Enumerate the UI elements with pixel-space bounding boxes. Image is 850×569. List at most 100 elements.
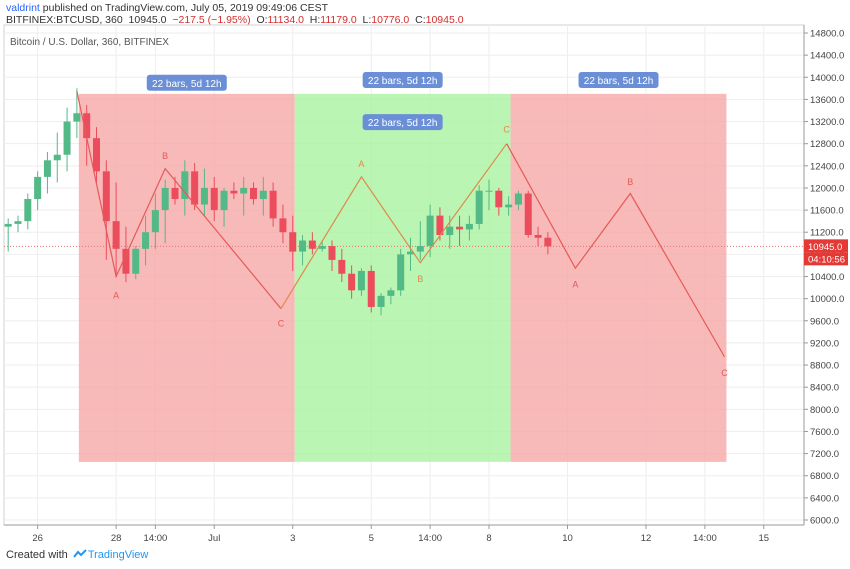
candle-body xyxy=(4,223,12,227)
wave-3-label-b: B xyxy=(627,177,633,187)
candle-body xyxy=(357,270,365,291)
candle-body xyxy=(348,273,356,291)
author-link[interactable]: valdrint xyxy=(6,2,40,14)
x-tick-label: 8 xyxy=(486,533,491,544)
zone-label-text: 22 bars, 5d 12h xyxy=(368,76,438,87)
candle-body xyxy=(485,190,493,192)
candle xyxy=(465,215,473,241)
l-label: L: xyxy=(362,14,372,26)
candle xyxy=(357,268,365,296)
wave-3-label-a: A xyxy=(572,280,578,290)
candle xyxy=(524,190,532,238)
candle-body xyxy=(122,248,130,274)
y-tick-label: 14400.0 xyxy=(810,51,844,62)
candle-body xyxy=(524,193,532,235)
candle xyxy=(102,160,110,260)
tradingview-logo-icon xyxy=(73,549,87,558)
candle-body xyxy=(63,121,71,155)
wave-2-label-a: A xyxy=(358,159,364,169)
y-tick-label: 13600.0 xyxy=(810,95,844,106)
candle xyxy=(34,171,42,211)
candle-body xyxy=(53,154,61,161)
y-tick-label: 11600.0 xyxy=(810,206,844,217)
candle-body xyxy=(544,237,552,247)
y-tick-label: 7200.0 xyxy=(810,449,839,460)
time-zones xyxy=(78,93,727,462)
candle-body xyxy=(24,199,32,222)
y-tick-label: 13200.0 xyxy=(810,117,844,128)
candle xyxy=(377,293,385,316)
last-price-text: 10945.0 xyxy=(128,14,167,26)
x-tick-label: 3 xyxy=(290,533,295,544)
y-axis[interactable]: 6000.0 6400.0 6800.0 7200.0 7600.0 8000.0 8400… xyxy=(803,25,848,527)
y-tick-label: 8400.0 xyxy=(810,383,839,394)
candle-body xyxy=(514,193,522,205)
x-tick-label: Jul xyxy=(208,533,220,544)
candle-body xyxy=(171,187,179,200)
candle-body xyxy=(387,290,395,296)
candle xyxy=(387,287,395,305)
change-text: −217.5 (−1.95%) xyxy=(172,14,251,26)
x-tick-label: 28 xyxy=(111,533,122,544)
candle-body xyxy=(14,221,22,224)
candle-body xyxy=(112,221,120,249)
candle xyxy=(308,232,316,255)
zone-label-4: 22 bars, 5d 12h xyxy=(578,72,659,89)
h-label: H: xyxy=(309,14,321,26)
candle xyxy=(269,182,277,227)
y-tick-label: 6000.0 xyxy=(810,516,839,527)
candle-body xyxy=(416,246,424,252)
candle xyxy=(259,176,267,216)
candle-body xyxy=(269,190,277,219)
candle-body xyxy=(43,160,51,177)
wave-projections: A B C A B C A B C xyxy=(76,90,728,378)
y-tick-label: 6800.0 xyxy=(810,471,839,482)
candle-body xyxy=(191,171,199,205)
candle-body xyxy=(200,187,208,205)
x-tick-label: 14:00 xyxy=(693,533,717,544)
candle-body xyxy=(456,226,464,230)
candle xyxy=(407,237,414,271)
candle-body xyxy=(279,218,287,233)
wave-3-line xyxy=(506,143,726,358)
ohlc-line: BITFINEX:BTCUSD, 360 10945.0 −217.5 (−1.… xyxy=(6,14,464,26)
zone-label-2: 22 bars, 5d 12h xyxy=(362,72,443,89)
candle xyxy=(43,151,51,194)
candle xyxy=(230,182,238,200)
candle xyxy=(14,215,22,233)
y-tick-label: 14800.0 xyxy=(810,29,844,40)
candle xyxy=(220,187,228,227)
candle-body xyxy=(318,246,326,249)
candle-body xyxy=(397,254,405,291)
candle xyxy=(73,88,81,139)
candle-body xyxy=(308,240,316,249)
candle-body xyxy=(83,113,91,139)
y-tick-label: 12800.0 xyxy=(810,139,844,150)
candle xyxy=(475,185,483,230)
chart-title: Bitcoin / U.S. Dollar, 360, BITFINEX xyxy=(10,37,169,48)
y-tick-label: 10000.0 xyxy=(810,294,844,305)
candle xyxy=(250,182,257,205)
x-tick-label: 5 xyxy=(369,533,374,544)
zone-labels: 22 bars, 5d 12h 22 bars, 5d 12h 22 bars, 5… xyxy=(146,72,659,131)
candle xyxy=(514,190,522,211)
tradingview-link[interactable]: TradingView xyxy=(87,549,149,561)
candle-body xyxy=(338,259,346,274)
y-tick-label: 11200.0 xyxy=(810,228,844,239)
candle-body xyxy=(495,190,503,208)
o-label: O: xyxy=(256,14,268,26)
candle xyxy=(289,215,297,271)
x-axis[interactable]: 26 28 14:00 Jul 3 5 14:00 8 10 12 14:00 15 xyxy=(4,524,804,544)
publish-line: valdrint published on TradingView.com, J… xyxy=(6,2,328,14)
candle xyxy=(416,221,424,260)
wave-1-line xyxy=(76,90,282,309)
countdown-tag-box xyxy=(804,252,848,266)
x-tick-label: 10 xyxy=(562,533,573,544)
candle-body xyxy=(181,171,189,200)
candle xyxy=(495,187,503,216)
candle xyxy=(191,163,199,211)
countdown-tag: 04:10:56 xyxy=(804,252,848,266)
x-tick-label: 15 xyxy=(758,533,769,544)
y-tick-label: 12000.0 xyxy=(810,183,844,194)
